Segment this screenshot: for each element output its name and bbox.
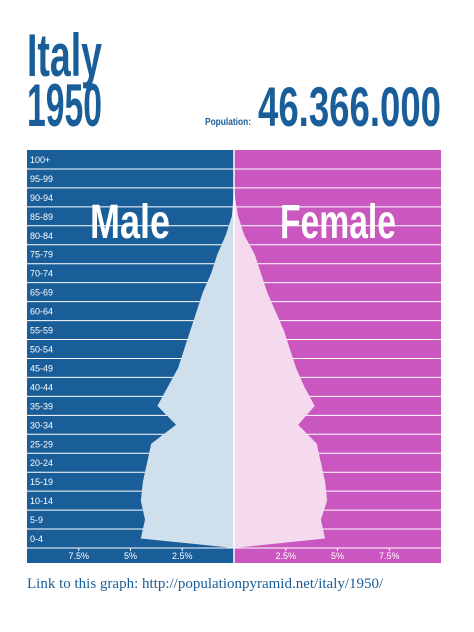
- x-tick-label: 5%: [124, 551, 137, 561]
- age-label: 45-49: [30, 363, 53, 373]
- link[interactable]: Link to this graph: http://populationpyr…: [27, 576, 384, 592]
- pyramid-area: [140, 150, 234, 548]
- age-label: 95-99: [30, 174, 53, 184]
- country: Italy: [27, 22, 102, 89]
- age-label: 55-59: [30, 326, 53, 336]
- age-label: 35-39: [30, 401, 53, 411]
- age-label: 80-84: [30, 231, 53, 241]
- age-label: 85-89: [30, 212, 53, 222]
- age-label: 60-64: [30, 307, 53, 317]
- age-label: 15-19: [30, 477, 53, 487]
- age-label: 20-24: [30, 458, 53, 468]
- population: 46.366.000: [258, 75, 441, 138]
- age-label: 75-79: [30, 250, 53, 260]
- age-label: 70-74: [30, 269, 53, 279]
- legend-label: Male: [90, 196, 170, 249]
- x-tick-label: 7.5%: [379, 551, 400, 561]
- age-label: 90-94: [30, 193, 53, 203]
- age-label: 65-69: [30, 288, 53, 298]
- age-label: 5-9: [30, 515, 43, 525]
- chart: 0-4 5-9 10-14 15-19 20-24 25-29 30-34 35-39 40-4…: [27, 150, 441, 563]
- age-label: 100+: [30, 155, 50, 165]
- age-label: 40-44: [30, 382, 53, 392]
- legend-label: Female: [280, 196, 396, 249]
- x-tick-label: 2.5%: [172, 551, 193, 561]
- age-label: 0-4: [30, 534, 43, 544]
- age-label: 25-29: [30, 439, 53, 449]
- age-label: 50-54: [30, 345, 53, 355]
- x-tick-label: 2.5%: [275, 551, 296, 561]
- x-tick-label: 5%: [331, 551, 344, 561]
- age-label: 10-14: [30, 496, 53, 506]
- population-label: Population:: [205, 117, 251, 128]
- year: 1950: [27, 72, 102, 139]
- age-label: 30-34: [30, 420, 53, 430]
- x-tick-label: 7.5%: [68, 551, 89, 561]
- pyramid-area: [234, 150, 328, 548]
